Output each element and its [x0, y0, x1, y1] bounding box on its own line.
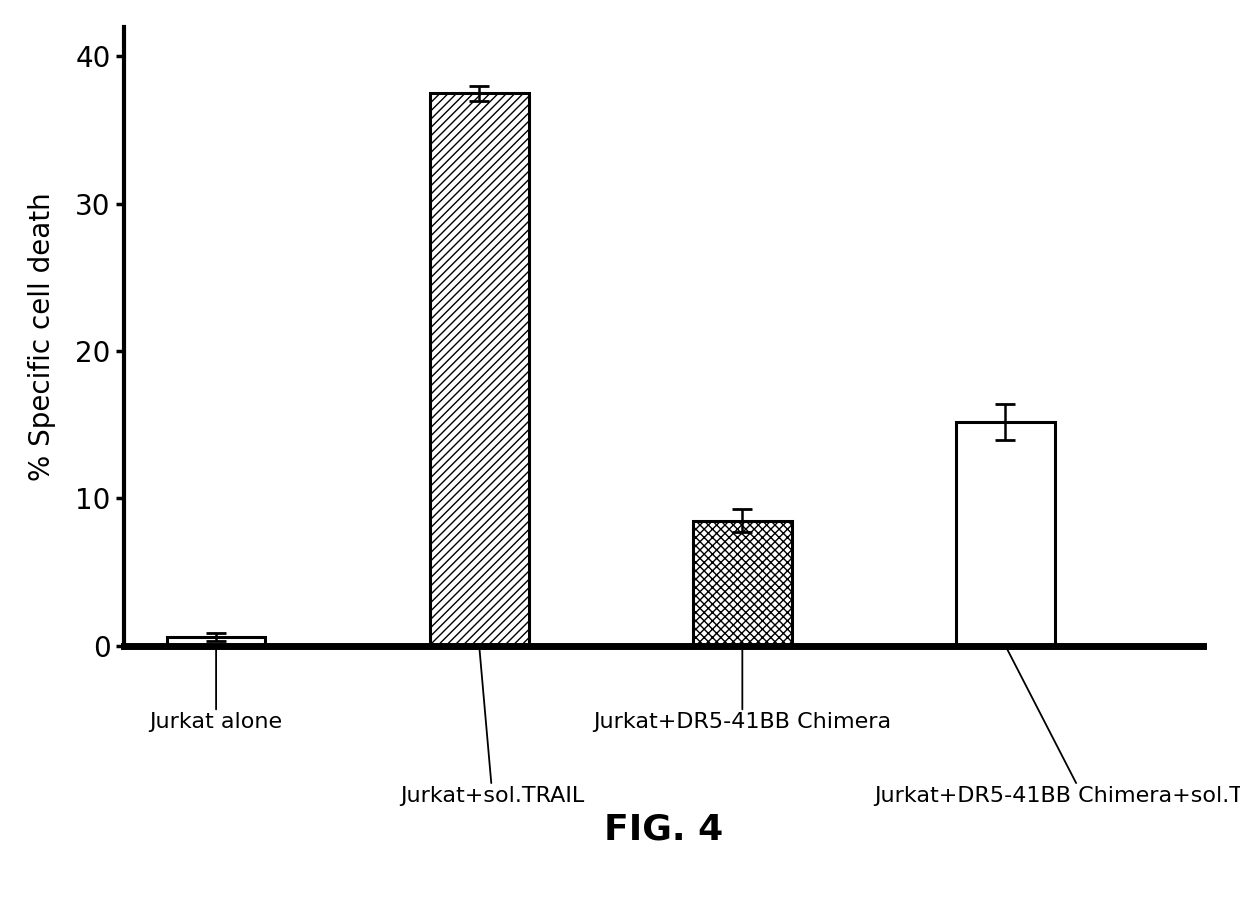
Bar	[430, 93, 528, 646]
Text: Jurkat+DR5-41BB Chimera: Jurkat+DR5-41BB Chimera	[593, 646, 892, 732]
Bar	[166, 637, 265, 646]
Bar	[693, 520, 791, 646]
Text: Jurkat+DR5-41BB Chimera+sol.TRAIL: Jurkat+DR5-41BB Chimera+sol.TRAIL	[874, 646, 1240, 806]
Text: Jurkat+sol.TRAIL: Jurkat+sol.TRAIL	[401, 646, 584, 806]
Text: Jurkat alone: Jurkat alone	[150, 646, 283, 732]
Bar	[956, 422, 1055, 646]
Text: FIG. 4: FIG. 4	[604, 813, 723, 847]
Y-axis label: % Specific cell death: % Specific cell death	[27, 192, 56, 481]
